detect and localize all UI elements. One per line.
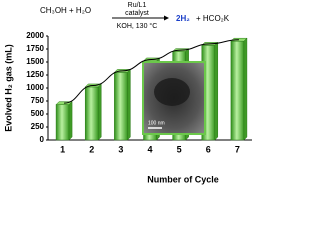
y-tick-label: 0 <box>40 135 45 144</box>
bar-side <box>97 83 102 141</box>
bar-side <box>68 101 73 141</box>
inset-particle <box>154 78 190 106</box>
y-tick-label: 1000 <box>26 83 44 92</box>
product-h2: 2H₂ <box>176 14 190 23</box>
x-tick-label: 6 <box>206 144 211 154</box>
x-tick-label: 3 <box>118 144 123 154</box>
x-tick-label: 1 <box>60 144 65 154</box>
bar <box>84 86 99 141</box>
arrow-head <box>164 15 169 21</box>
catalyst-word: catalyst <box>125 10 149 17</box>
y-axis-title: Evolved H₂ gas (mL) <box>3 44 13 132</box>
reactants: CH₃OH + H₂O <box>40 6 91 15</box>
bar-side <box>243 37 248 141</box>
conditions: KOH, 130 °C <box>117 22 158 30</box>
bar <box>114 72 128 141</box>
y-tick-label: 1500 <box>26 57 44 66</box>
bar-side <box>127 68 131 141</box>
x-tick-label: 2 <box>89 144 94 154</box>
y-tick-label: 1750 <box>26 44 44 53</box>
x-tick-label: 7 <box>235 144 240 154</box>
x-axis-title: Number of Cycle <box>147 174 219 184</box>
x-tick-label: 5 <box>177 144 182 154</box>
bar-side <box>214 41 219 141</box>
trend-line <box>64 39 239 104</box>
x-tick-label: 4 <box>147 144 152 154</box>
y-tick-label: 500 <box>31 109 45 118</box>
bar <box>230 40 245 141</box>
y-tick-label: 750 <box>31 96 45 105</box>
catalyst: Ru/L1 <box>128 2 147 9</box>
y-tick-label: 2000 <box>26 31 44 40</box>
y-tick-label: 1250 <box>26 70 44 79</box>
y-tick-label: 250 <box>31 122 45 131</box>
product-formate: + HCO₂K <box>196 14 230 23</box>
bar <box>55 104 70 141</box>
chart: CH₃OH + H₂O Ru/L1 catalyst KOH, 130 °C 2… <box>3 2 252 184</box>
inset-scale-label: 100 nm <box>148 120 165 126</box>
